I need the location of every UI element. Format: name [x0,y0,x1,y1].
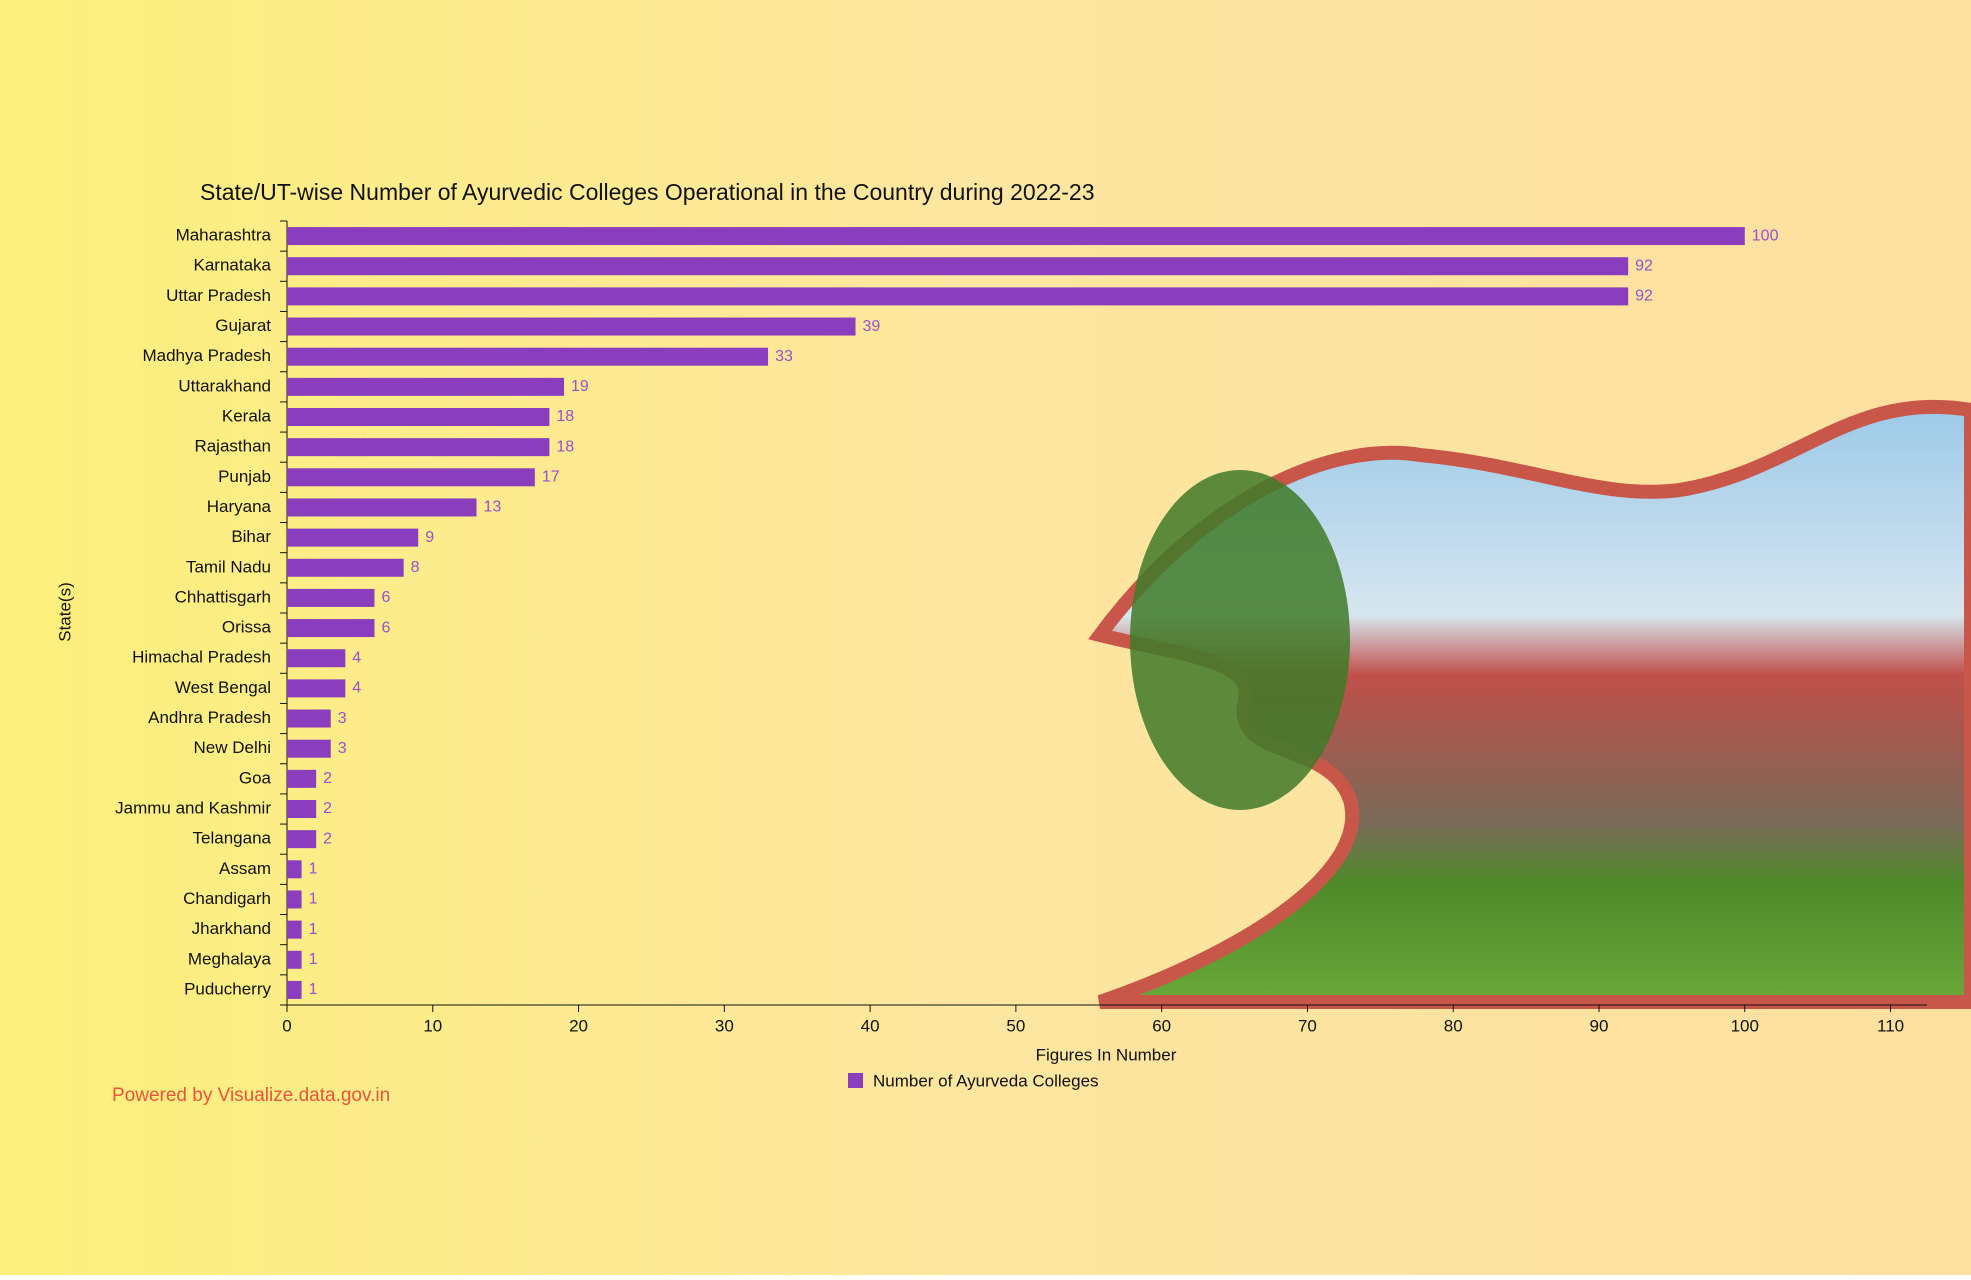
y-tick-label: Jharkhand [192,919,271,938]
y-tick-label: Assam [219,859,271,878]
bar [287,588,375,607]
bar [287,920,302,939]
y-tick-label: Punjab [218,467,271,486]
y-tick-label: Uttar Pradesh [166,286,271,305]
value-label: 1 [309,891,318,908]
value-label: 9 [425,529,434,546]
value-label: 1 [309,861,318,878]
bar [287,709,331,728]
y-tick-label: Goa [239,768,272,787]
value-label: 92 [1635,288,1653,305]
y-tick-label: Tamil Nadu [186,557,271,576]
bar [287,739,331,758]
x-tick-label: 70 [1298,1016,1317,1035]
x-tick-label: 60 [1152,1016,1171,1035]
value-label: 1 [309,921,318,938]
bar [287,558,404,577]
legend-label: Number of Ayurveda Colleges [873,1071,1099,1090]
bar [287,619,375,638]
bar [287,347,769,366]
bar [287,800,317,818]
y-tick-label: Chandigarh [183,889,271,908]
bar [287,679,346,698]
x-tick-label: 40 [861,1016,880,1035]
bar [287,468,535,487]
value-label: 2 [323,770,332,787]
value-label: 2 [323,830,332,847]
bar [287,860,302,879]
bar [287,317,856,336]
bar [287,408,550,426]
bar [287,227,1745,246]
x-tick-label: 110 [1877,1016,1904,1035]
y-tick-label: Puducherry [184,979,271,998]
y-tick-label: Karnataka [194,256,272,275]
value-label: 6 [381,619,390,636]
x-tick-label: 30 [715,1016,734,1035]
x-tick-label: 100 [1731,1016,1759,1035]
bar [287,498,477,517]
bar [287,769,317,788]
y-tick-label: Chhattisgarh [175,587,271,606]
value-label: 33 [775,348,793,365]
chart-title: State/UT-wise Number of Ayurvedic Colleg… [200,179,1095,205]
x-tick-label: 10 [423,1016,442,1035]
value-label: 19 [571,378,589,395]
value-label: 13 [484,499,502,516]
value-label: 92 [1635,257,1653,274]
legend-swatch [848,1073,863,1088]
y-tick-label: Rajasthan [194,437,271,456]
value-label: 1 [309,951,318,968]
value-label: 3 [338,710,347,727]
bar [287,257,1629,276]
y-axis-label: State(s) [55,582,74,642]
y-tick-label: Maharashtra [176,226,272,245]
value-label: 3 [338,740,347,757]
y-tick-label: Orissa [222,618,272,637]
y-tick-label: Gujarat [215,316,271,335]
footer: Powered by Visualize.data.gov.in [112,1085,390,1106]
x-tick-label: 50 [1006,1016,1025,1035]
value-label: 100 [1752,227,1779,244]
value-label: 2 [323,800,332,817]
bar [287,528,419,547]
value-label: 1 [309,981,318,998]
y-tick-label: Haryana [207,497,272,516]
x-tick-label: 0 [282,1016,291,1035]
x-tick-label: 20 [569,1016,588,1035]
y-tick-label: Meghalaya [188,949,272,968]
x-tick-label: 90 [1590,1016,1609,1035]
y-tick-label: Kerala [222,406,272,425]
bar [287,438,550,457]
bar [287,890,302,909]
value-label: 4 [352,649,361,666]
bar [287,950,302,969]
x-axis-label: Figures In Number [1036,1045,1177,1064]
y-tick-label: West Bengal [175,678,271,697]
y-tick-label: Telangana [193,829,272,848]
bar [287,980,302,999]
y-tick-label: Uttarakhand [178,376,271,395]
bar [287,377,564,396]
value-label: 8 [411,559,420,576]
y-tick-label: Bihar [231,527,271,546]
bar [287,830,317,849]
value-label: 18 [556,438,574,455]
bar [287,287,1629,306]
value-label: 39 [863,318,881,335]
tree [1130,470,1350,810]
y-tick-label: Madhya Pradesh [142,346,271,365]
value-label: 18 [556,408,574,425]
value-label: 4 [352,680,361,697]
bar [287,649,346,668]
value-label: 6 [381,589,390,606]
y-tick-label: Himachal Pradesh [132,648,271,667]
y-tick-label: Jammu and Kashmir [115,798,271,817]
value-label: 17 [542,469,560,486]
y-tick-label: New Delhi [194,738,271,757]
x-tick-label: 80 [1444,1016,1463,1035]
y-tick-label: Andhra Pradesh [148,708,271,727]
